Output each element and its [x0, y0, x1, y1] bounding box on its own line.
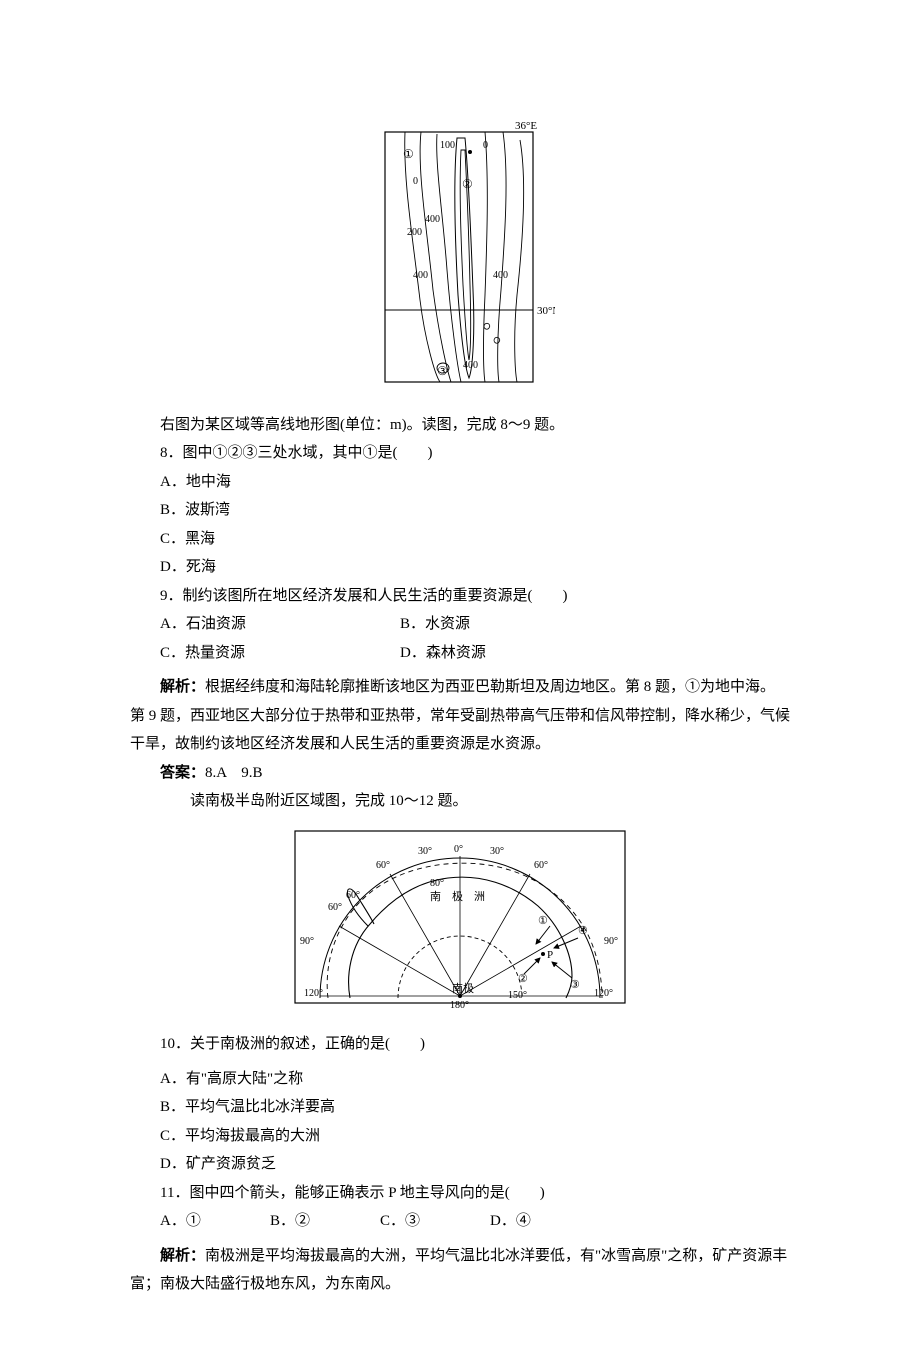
figure-1-lon-label: 36°E: [515, 120, 537, 132]
explain-2-label: 解析：: [160, 1248, 205, 1264]
q9-option-c: C．热量资源: [160, 639, 400, 668]
q8-option-a: A．地中海: [130, 468, 790, 497]
figure-2-lon-60w2: 60°: [328, 902, 342, 913]
figure-1-lat-label: 30°N: [537, 305, 555, 317]
figure-2-arrow-3: ③: [570, 979, 580, 991]
figure-2-lon-90w: 90°: [300, 936, 314, 947]
figure-2-arrow-1: ①: [538, 915, 548, 927]
figure-2-lon-120e: 120°: [594, 988, 613, 999]
q11-option-b: B．②: [270, 1207, 380, 1236]
figure-1-val-400a: 400: [425, 214, 440, 225]
explain-2: 解析：南极洲是平均海拔最高的大洲，平均气温比北冰洋要低，有"冰雪高原"之称，矿产…: [130, 1242, 790, 1299]
explain-2-text: 南极洲是平均海拔最高的大洲，平均气温比北冰洋要低，有"冰雪高原"之称，矿产资源丰…: [130, 1248, 787, 1293]
intro-1: 右图为某区域等高线地形图(单位：m)。读图，完成 8～9 题。: [130, 411, 790, 440]
figure-2-lon-30e: 30°: [490, 846, 504, 857]
figure-2-lon-90e: 90°: [604, 936, 618, 947]
figure-1-val-400c: 400: [493, 270, 508, 281]
figure-1-val-0a: 0: [413, 176, 418, 187]
q10-option-a: A．有"高原大陆"之称: [130, 1065, 790, 1094]
figure-1-marker-2: ②: [462, 177, 473, 191]
figure-2-lon-30w: 30°: [418, 846, 432, 857]
figure-1-val-0b: 0: [483, 140, 488, 151]
intro-2: 读南极半岛附近区域图，完成 10～12 题。: [130, 787, 790, 816]
figure-2-antarctic-map: 南极 南 极 洲 P ① ② ③ ④ 0° 30° 30° 60° 60° 60…: [130, 826, 790, 1019]
answer-1-label: 答案：: [160, 765, 205, 781]
q10-text: 10．关于南极洲的叙述，正确的是( ): [130, 1030, 790, 1059]
figure-2-lon-0: 0°: [454, 844, 463, 855]
explain-1-text: 根据经纬度和海陆轮廓推断该地区为西亚巴勒斯坦及周边地区。第 8 题，①为地中海。…: [130, 679, 790, 752]
figure-2-lon-150: 150°: [508, 990, 527, 1001]
figure-2-lon-60e: 60°: [534, 860, 548, 871]
q9-text: 9．制约该图所在地区经济发展和人民生活的重要资源是( ): [130, 582, 790, 611]
q11-option-c: C．③: [380, 1207, 490, 1236]
figure-2-arrow-4: ④: [578, 925, 588, 937]
figure-2-continent: 南 极 洲: [430, 889, 485, 903]
figure-1-val-400d: 400: [463, 360, 478, 371]
figure-1-marker-3: ③: [437, 364, 448, 378]
q11-option-d: D．④: [490, 1207, 600, 1236]
q8-text: 8．图中①②③三处水域，其中①是( ): [130, 439, 790, 468]
figure-2-lon-120w: 120°: [304, 988, 323, 999]
answer-1: 答案：8.A 9.B: [130, 759, 790, 788]
figure-2-center: 南极: [452, 981, 474, 995]
q8-option-d: D．死海: [130, 553, 790, 582]
figure-1-val-100: 100: [440, 140, 455, 151]
figure-1-contour-map: 36°E 30°N ① ② ③ 0 0 100 200 400 400 400 …: [130, 120, 790, 399]
figure-1-val-400b: 400: [413, 270, 428, 281]
answer-1-text: 8.A 9.B: [205, 765, 263, 781]
q10-option-b: B．平均气温比北冰洋要高: [130, 1093, 790, 1122]
q10-option-d: D．矿产资源贫乏: [130, 1150, 790, 1179]
q10-option-c: C．平均海拔最高的大洲: [130, 1122, 790, 1151]
figure-2-p: P: [547, 949, 553, 961]
figure-2-lat-80: 80°: [430, 878, 444, 889]
q11-option-a: A．①: [160, 1207, 270, 1236]
q9-option-b: B．水资源: [400, 610, 640, 639]
q9-option-a: A．石油资源: [160, 610, 400, 639]
q11-text: 11．图中四个箭头，能够正确表示 P 地主导风向的是( ): [130, 1179, 790, 1208]
explain-1: 解析：根据经纬度和海陆轮廓推断该地区为西亚巴勒斯坦及周边地区。第 8 题，①为地…: [130, 673, 790, 759]
q9-option-d: D．森林资源: [400, 639, 640, 668]
explain-1-label: 解析：: [160, 679, 205, 695]
figure-2-lon-60w: 60°: [376, 860, 390, 871]
figure-2-lon-180: 180°: [450, 1000, 469, 1008]
figure-2-arrow-2: ②: [518, 973, 528, 985]
figure-1-val-200: 200: [407, 227, 422, 238]
q8-option-b: B．波斯湾: [130, 496, 790, 525]
q8-option-c: C．黑海: [130, 525, 790, 554]
figure-1-marker-1: ①: [403, 147, 414, 161]
figure-2-lat-60: 60°: [346, 890, 360, 901]
